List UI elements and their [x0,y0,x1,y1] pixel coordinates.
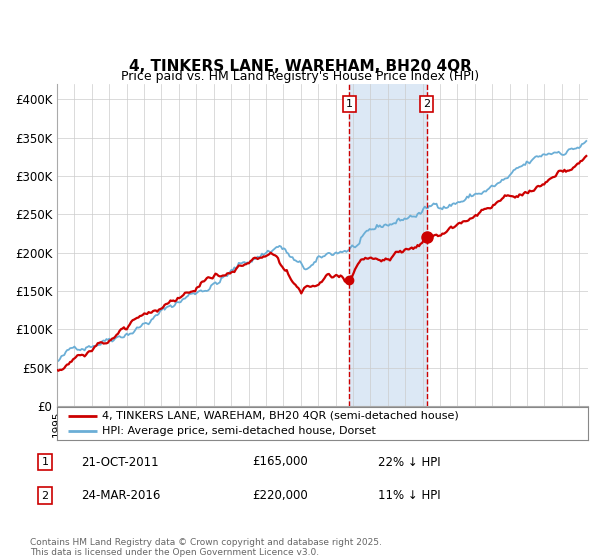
Text: 1: 1 [346,99,353,109]
Text: £220,000: £220,000 [252,489,308,502]
Text: 4, TINKERS LANE, WAREHAM, BH20 4QR: 4, TINKERS LANE, WAREHAM, BH20 4QR [128,59,472,74]
Text: 4, TINKERS LANE, WAREHAM, BH20 4QR (semi-detached house): 4, TINKERS LANE, WAREHAM, BH20 4QR (semi… [102,411,459,421]
Text: 22% ↓ HPI: 22% ↓ HPI [378,455,440,469]
Text: 24-MAR-2016: 24-MAR-2016 [81,489,160,502]
Text: HPI: Average price, semi-detached house, Dorset: HPI: Average price, semi-detached house,… [102,426,376,436]
Text: 21-OCT-2011: 21-OCT-2011 [81,455,158,469]
Bar [349,84,427,406]
Text: 2: 2 [41,491,49,501]
Text: £165,000: £165,000 [252,455,308,469]
Text: Contains HM Land Registry data © Crown copyright and database right 2025.
This d: Contains HM Land Registry data © Crown c… [30,538,382,557]
Text: 1: 1 [41,457,49,467]
Text: 11% ↓ HPI: 11% ↓ HPI [378,489,440,502]
Text: 2: 2 [423,99,430,109]
Text: Price paid vs. HM Land Registry's House Price Index (HPI): Price paid vs. HM Land Registry's House … [121,70,479,83]
